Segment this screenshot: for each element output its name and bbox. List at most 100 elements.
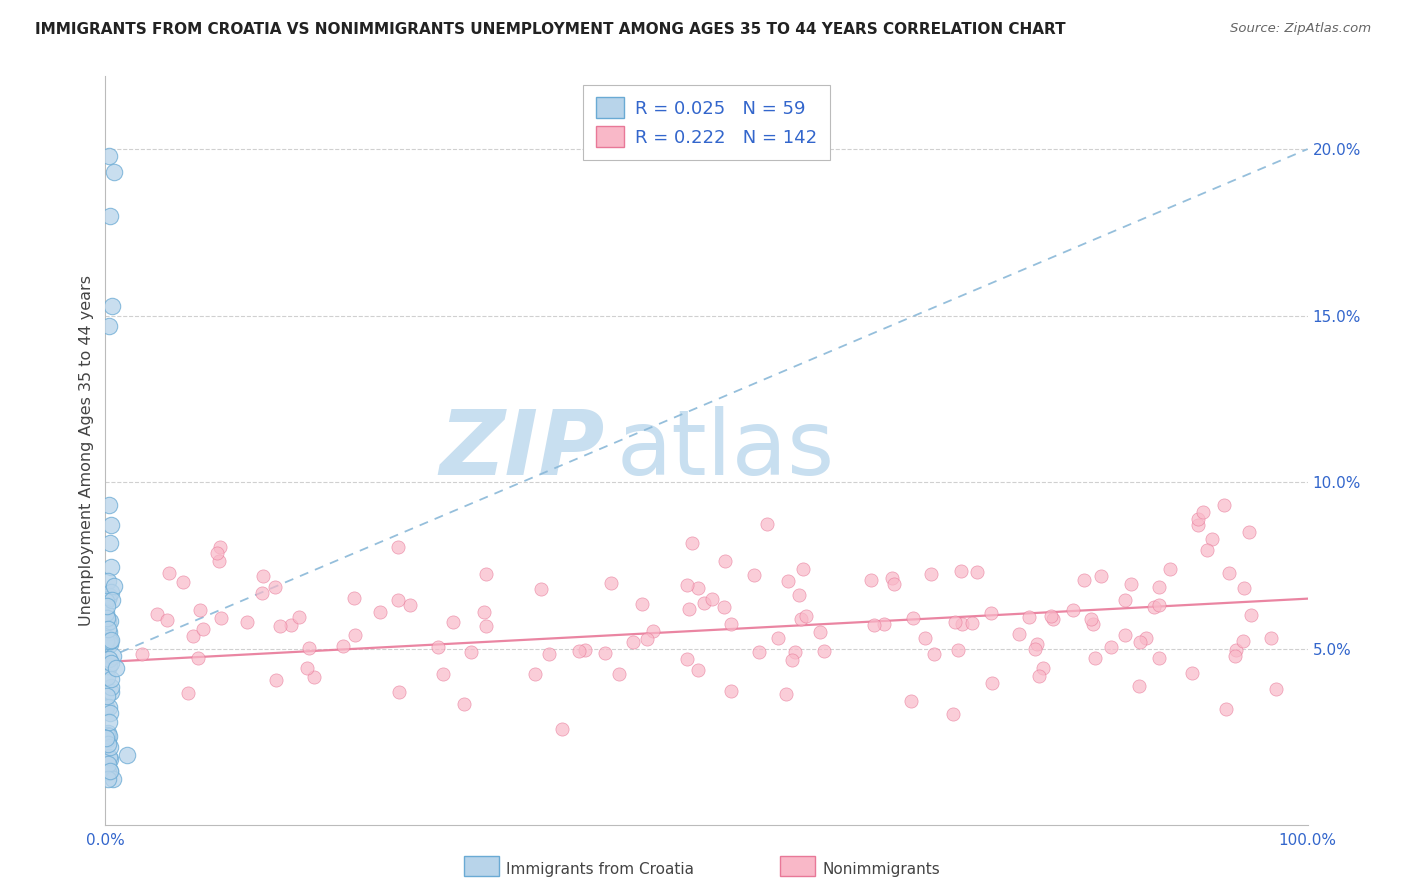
Point bbox=[97, 700, 120, 714]
Point bbox=[1159, 562, 1181, 576]
Point bbox=[859, 573, 882, 587]
Point bbox=[1232, 633, 1254, 648]
Point bbox=[98, 749, 121, 764]
Point bbox=[295, 661, 318, 675]
Point bbox=[427, 640, 450, 654]
Point bbox=[966, 565, 988, 579]
Point bbox=[574, 643, 596, 657]
Point bbox=[1062, 603, 1084, 617]
Point bbox=[568, 643, 591, 657]
Point bbox=[97, 622, 120, 636]
Point bbox=[1147, 598, 1170, 612]
Point bbox=[177, 686, 200, 700]
Point bbox=[700, 592, 723, 607]
Point bbox=[950, 617, 973, 632]
Point bbox=[100, 560, 122, 574]
Point bbox=[432, 666, 454, 681]
Point bbox=[100, 633, 122, 648]
Text: IMMIGRANTS FROM CROATIA VS NONIMMIGRANTS UNEMPLOYMENT AMONG AGES 35 TO 44 YEARS : IMMIGRANTS FROM CROATIA VS NONIMMIGRANTS… bbox=[35, 22, 1066, 37]
Point bbox=[1147, 651, 1170, 665]
Point bbox=[96, 599, 118, 613]
Point bbox=[882, 571, 904, 585]
Point bbox=[97, 149, 120, 163]
Point bbox=[1147, 580, 1170, 594]
Point bbox=[443, 615, 465, 630]
Point bbox=[96, 611, 118, 625]
Point bbox=[1081, 616, 1104, 631]
Point bbox=[236, 615, 259, 630]
Point bbox=[100, 680, 122, 694]
Point bbox=[191, 622, 214, 636]
Point bbox=[97, 589, 120, 603]
Point bbox=[1099, 640, 1122, 655]
Point bbox=[775, 687, 797, 701]
Point bbox=[96, 606, 118, 620]
Point bbox=[768, 631, 790, 645]
Point bbox=[98, 536, 121, 550]
Point bbox=[96, 728, 118, 742]
Point bbox=[714, 554, 737, 568]
Point bbox=[1008, 627, 1031, 641]
Point bbox=[1040, 609, 1063, 624]
Legend: R = 0.025   N = 59, R = 0.222   N = 142: R = 0.025 N = 59, R = 0.222 N = 142 bbox=[583, 85, 830, 160]
Point bbox=[1129, 634, 1152, 648]
Point bbox=[298, 641, 321, 656]
Point bbox=[96, 725, 118, 739]
Point bbox=[1201, 532, 1223, 546]
Point bbox=[94, 700, 117, 714]
Point bbox=[1018, 609, 1040, 624]
Point bbox=[922, 647, 945, 661]
Point bbox=[1025, 638, 1047, 652]
Point bbox=[1119, 577, 1142, 591]
Point bbox=[693, 596, 716, 610]
Point bbox=[388, 685, 411, 699]
Point bbox=[1135, 631, 1157, 645]
Point bbox=[269, 618, 291, 632]
Point bbox=[100, 672, 122, 686]
Point bbox=[97, 731, 120, 746]
Point bbox=[980, 606, 1002, 620]
Point bbox=[264, 673, 287, 688]
Point bbox=[720, 616, 742, 631]
Point bbox=[1187, 518, 1209, 533]
Point bbox=[688, 581, 710, 595]
Point bbox=[1213, 499, 1236, 513]
Point bbox=[681, 536, 703, 550]
Point bbox=[1032, 660, 1054, 674]
Point bbox=[1218, 566, 1240, 580]
Point bbox=[97, 574, 120, 588]
Point bbox=[208, 554, 231, 568]
Point bbox=[808, 625, 831, 640]
Point bbox=[792, 562, 814, 576]
Point bbox=[636, 632, 658, 646]
Point bbox=[783, 645, 806, 659]
Point bbox=[97, 615, 120, 629]
Point bbox=[98, 729, 121, 743]
Point bbox=[146, 607, 169, 621]
Point bbox=[100, 685, 122, 699]
Point bbox=[96, 731, 118, 746]
Point bbox=[97, 659, 120, 673]
Point bbox=[188, 602, 211, 616]
Point bbox=[97, 635, 120, 649]
Point bbox=[97, 499, 120, 513]
Point bbox=[250, 586, 273, 600]
Point bbox=[621, 634, 644, 648]
Point bbox=[96, 594, 118, 608]
Point bbox=[1084, 651, 1107, 665]
Point bbox=[755, 517, 778, 532]
Point bbox=[551, 722, 574, 736]
Point bbox=[713, 599, 735, 614]
Y-axis label: Unemployment Among Ages 35 to 44 years: Unemployment Among Ages 35 to 44 years bbox=[79, 275, 94, 626]
Point bbox=[304, 670, 326, 684]
Point bbox=[524, 667, 547, 681]
Point bbox=[1187, 512, 1209, 526]
Point bbox=[1080, 612, 1102, 626]
Point bbox=[280, 618, 302, 632]
Point bbox=[600, 576, 623, 591]
Point bbox=[97, 652, 120, 666]
Point bbox=[98, 625, 121, 640]
Text: ZIP: ZIP bbox=[439, 407, 605, 494]
Point bbox=[131, 647, 153, 661]
Point bbox=[787, 588, 810, 602]
